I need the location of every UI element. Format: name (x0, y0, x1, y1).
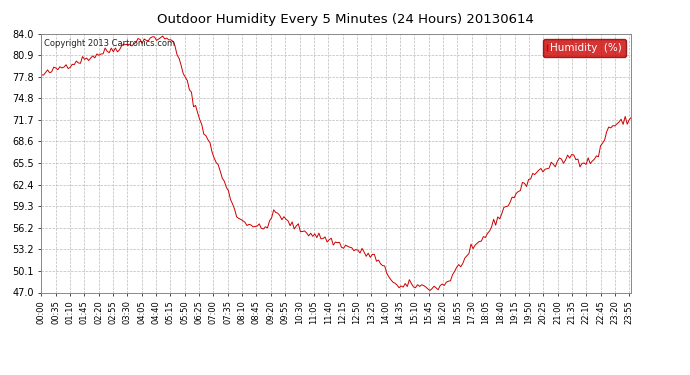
Legend: Humidity  (%): Humidity (%) (543, 39, 626, 57)
Text: Copyright 2013 Cartronics.com: Copyright 2013 Cartronics.com (44, 39, 175, 48)
Text: Outdoor Humidity Every 5 Minutes (24 Hours) 20130614: Outdoor Humidity Every 5 Minutes (24 Hou… (157, 13, 533, 26)
